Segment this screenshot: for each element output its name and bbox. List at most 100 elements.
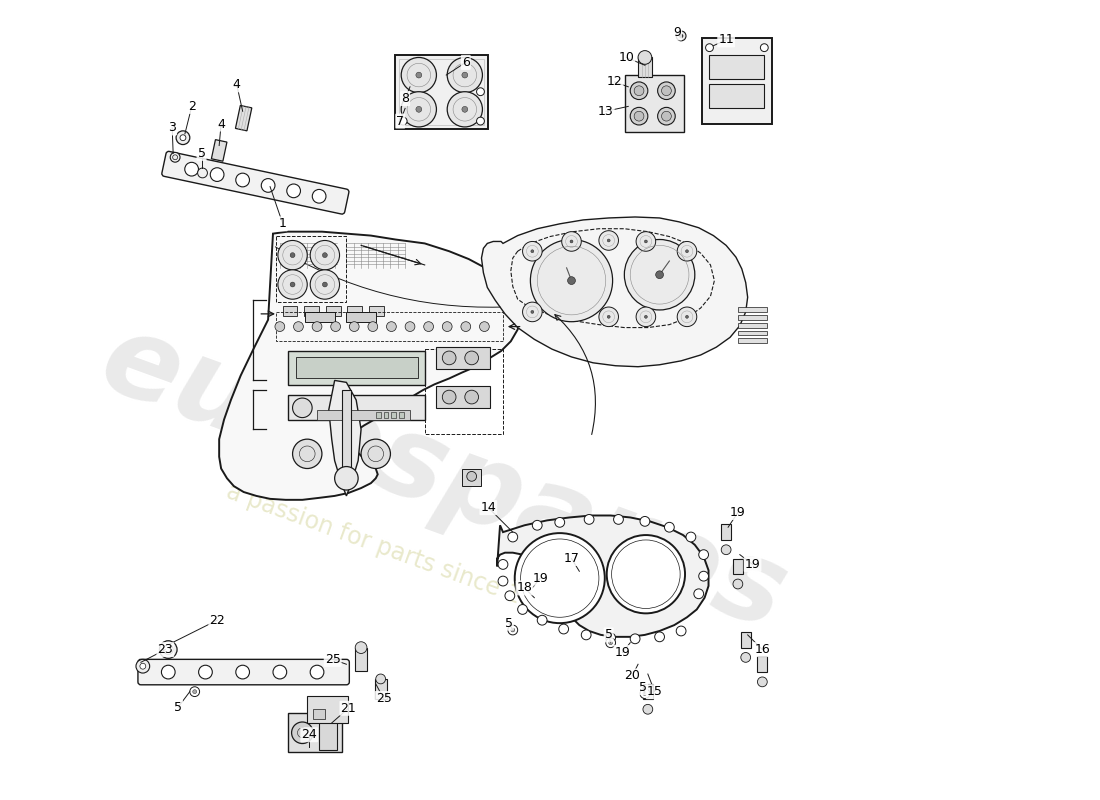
Text: 1: 1 — [278, 218, 287, 230]
Polygon shape — [482, 217, 748, 366]
Circle shape — [607, 239, 610, 242]
Circle shape — [508, 532, 518, 542]
Text: 5: 5 — [505, 617, 513, 630]
FancyBboxPatch shape — [138, 659, 350, 685]
Circle shape — [658, 82, 675, 99]
Circle shape — [733, 579, 742, 589]
Circle shape — [698, 550, 708, 559]
Circle shape — [522, 302, 542, 322]
Circle shape — [465, 390, 478, 404]
Bar — [306, 312, 334, 322]
Circle shape — [676, 626, 686, 636]
Circle shape — [170, 152, 180, 162]
Circle shape — [634, 86, 643, 96]
Text: 5: 5 — [174, 701, 183, 714]
Bar — [283, 306, 297, 316]
Bar — [326, 306, 341, 316]
Circle shape — [607, 535, 685, 614]
Circle shape — [686, 532, 696, 542]
Circle shape — [678, 242, 696, 261]
Circle shape — [416, 106, 421, 112]
Circle shape — [290, 253, 295, 258]
Circle shape — [185, 162, 198, 176]
Circle shape — [598, 230, 618, 250]
Circle shape — [530, 239, 613, 322]
Text: 11: 11 — [718, 34, 734, 46]
Text: 22: 22 — [209, 614, 226, 626]
Circle shape — [278, 241, 307, 270]
Bar — [305, 306, 319, 316]
Circle shape — [190, 686, 199, 697]
Circle shape — [614, 514, 624, 524]
Text: 2: 2 — [188, 100, 196, 113]
Text: 5: 5 — [605, 628, 613, 642]
Text: 13: 13 — [598, 105, 614, 118]
Bar — [738, 338, 767, 343]
Circle shape — [448, 58, 483, 93]
Bar — [376, 412, 381, 418]
Polygon shape — [497, 515, 708, 637]
Circle shape — [608, 641, 613, 645]
Circle shape — [442, 351, 456, 365]
Circle shape — [310, 666, 323, 679]
Circle shape — [584, 514, 594, 524]
Circle shape — [210, 168, 224, 182]
Circle shape — [461, 322, 471, 331]
Text: eurospares: eurospares — [87, 303, 802, 654]
Circle shape — [510, 628, 515, 632]
Circle shape — [278, 270, 307, 299]
Bar — [319, 719, 337, 750]
Circle shape — [559, 624, 569, 634]
Text: 16: 16 — [755, 643, 770, 656]
Circle shape — [630, 107, 648, 125]
Circle shape — [531, 250, 534, 253]
Circle shape — [505, 591, 515, 601]
Bar — [399, 412, 404, 418]
Circle shape — [640, 517, 650, 526]
Circle shape — [476, 88, 484, 96]
Bar — [314, 710, 324, 719]
Circle shape — [568, 277, 575, 285]
Circle shape — [532, 520, 542, 530]
Circle shape — [402, 92, 437, 127]
Polygon shape — [625, 75, 684, 132]
Circle shape — [758, 677, 767, 686]
Circle shape — [630, 82, 648, 99]
Circle shape — [508, 625, 518, 635]
Circle shape — [292, 722, 313, 743]
Circle shape — [656, 271, 663, 278]
Circle shape — [678, 307, 696, 326]
Text: 4: 4 — [217, 118, 226, 130]
Bar — [738, 307, 767, 312]
Circle shape — [685, 315, 689, 318]
Circle shape — [198, 168, 208, 178]
Circle shape — [399, 117, 407, 125]
Text: 7: 7 — [396, 114, 404, 127]
Circle shape — [537, 615, 547, 625]
Circle shape — [192, 690, 197, 694]
Circle shape — [654, 632, 664, 642]
Circle shape — [361, 439, 390, 469]
Circle shape — [607, 315, 610, 318]
Bar — [738, 315, 767, 320]
Text: 20: 20 — [624, 670, 640, 682]
Circle shape — [531, 310, 534, 314]
Circle shape — [290, 282, 295, 287]
Circle shape — [424, 322, 433, 331]
Bar — [738, 330, 767, 335]
Text: 25: 25 — [324, 653, 341, 666]
Text: 18: 18 — [517, 582, 532, 594]
Bar — [288, 351, 425, 386]
Bar — [211, 140, 227, 162]
Text: 5: 5 — [639, 682, 647, 694]
Circle shape — [235, 666, 250, 679]
Circle shape — [235, 173, 250, 187]
Text: 3: 3 — [168, 122, 176, 134]
Text: 19: 19 — [745, 558, 760, 571]
Circle shape — [273, 666, 287, 679]
Circle shape — [402, 58, 437, 93]
Circle shape — [645, 315, 647, 318]
Circle shape — [462, 106, 468, 112]
Bar — [317, 410, 410, 419]
Polygon shape — [702, 38, 772, 124]
